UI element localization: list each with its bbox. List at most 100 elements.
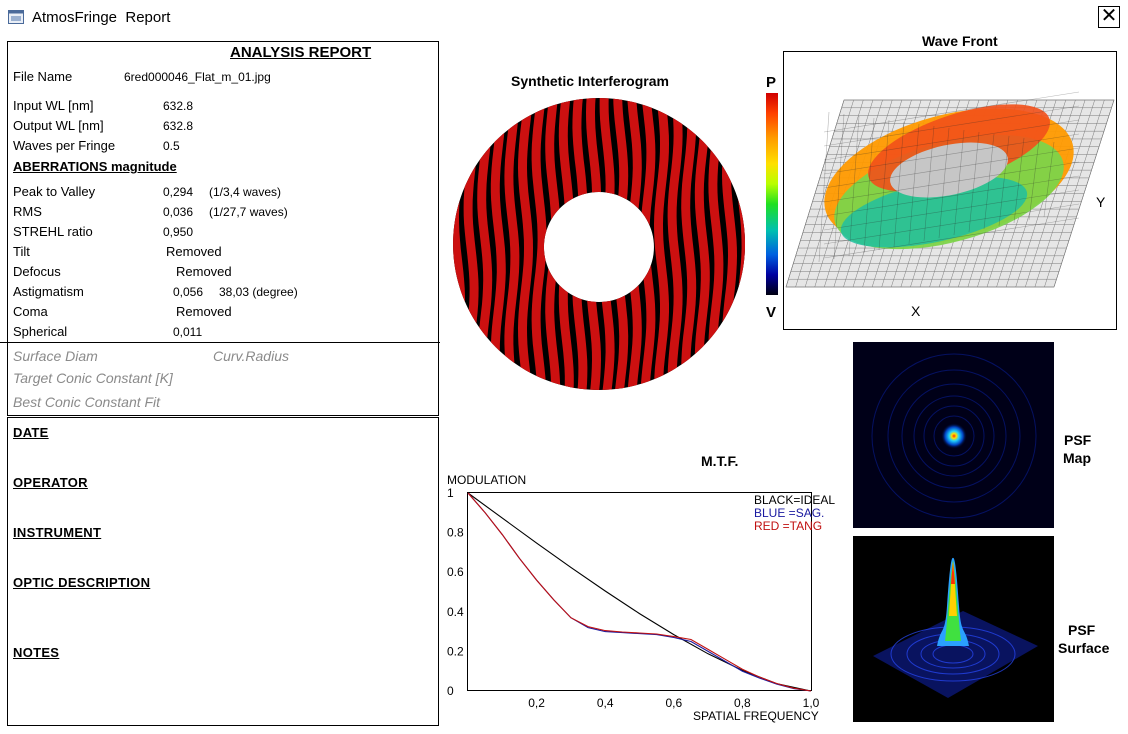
operator-label: OPERATOR: [13, 475, 88, 490]
interferogram-fringe: [667, 98, 683, 391]
astigmatism-label: Astigmatism: [13, 284, 84, 299]
strehl-label: STREHL ratio: [13, 224, 93, 239]
report-title: ANALYSIS REPORT: [230, 44, 372, 61]
wavefront-mesh-line: [998, 135, 1010, 227]
wavefront-mesh-line: [823, 203, 1080, 245]
peak-to-valley-waves: (1/3,4 waves): [209, 185, 282, 199]
interferogram-fringe: [694, 98, 710, 391]
strehl-value: 0,950: [163, 225, 194, 239]
notes-label: NOTES: [13, 645, 60, 660]
spherical-value: 0,011: [173, 325, 203, 339]
interferogram-fringe: [490, 98, 506, 391]
mtf-xtick-label: 0,6: [665, 696, 682, 710]
interferogram-fringe: [518, 98, 533, 391]
waves-per-fringe-value: 0.5: [163, 139, 180, 153]
report-divider: [0, 342, 440, 343]
psf-map-image: [853, 342, 1054, 528]
interferogram-fringe: [681, 98, 697, 391]
wavefront-mesh-line: [823, 147, 1080, 189]
wavefront-mesh-line: [1013, 137, 1025, 224]
file-name-label: File Name: [13, 69, 73, 84]
close-button[interactable]: ✕: [1098, 6, 1120, 28]
interferogram-image: [453, 98, 745, 391]
target-conic-label: Target Conic Constant [K]: [13, 370, 173, 386]
wavefront-grid-line: [1025, 99, 1086, 288]
mtf-ytick-label: 0.2: [447, 644, 464, 658]
wavefront-mesh-line: [878, 119, 890, 251]
mtf-title: M.T.F.: [701, 453, 739, 469]
mtf-plot-frame: [467, 492, 812, 691]
wavefront-mesh-line: [823, 217, 1080, 259]
mtf-ytick-label: 0.4: [447, 605, 464, 619]
mtf-chart: 1 0.8 0.6 0.4 0.2 0 0,2 0,4 0,6 0,8 1,0 BLACK=IDE…: [447, 486, 835, 710]
wavefront-mesh-line: [823, 189, 1080, 231]
wavefront-grid-line: [795, 99, 854, 288]
mtf-ylabel: MODULATION: [447, 473, 527, 487]
wavefront-mesh-line: [823, 105, 1080, 147]
wavefront-mesh-line: [983, 133, 995, 230]
psf-map-label-2: Map: [1063, 450, 1091, 466]
app-icon: [8, 10, 24, 24]
defocus-label: Defocus: [13, 264, 61, 279]
mtf-legend-entry: RED =TANG: [754, 519, 822, 533]
mtf-xtick-label: 1,0: [803, 696, 820, 710]
wavefront-mesh-line: [908, 123, 920, 245]
wavefront-mesh-line: [823, 119, 1080, 161]
date-label: DATE: [13, 425, 49, 440]
output-wl-label: Output WL [nm]: [13, 118, 104, 133]
psf-map-label-1: PSF: [1064, 432, 1092, 448]
analysis-report-panel: ANALYSIS REPORT File Name 6red000046_Fla…: [0, 41, 440, 416]
wavefront-axis-x: X: [911, 303, 921, 319]
psf-surface-image: [853, 536, 1054, 722]
rms-label: RMS: [13, 204, 42, 219]
wavefront-colorbar: [766, 93, 778, 295]
wavefront-mesh-line: [953, 129, 965, 236]
wavefront-mesh-line: [823, 133, 1080, 175]
wavefront-grid-line: [1053, 99, 1115, 288]
optic-description-label: OPTIC DESCRIPTION: [13, 575, 151, 590]
aberrations-header: ABERRATIONS magnitude: [13, 159, 177, 174]
mtf-xtick-label: 0,2: [528, 696, 545, 710]
wavefront-mesh-line: [1028, 139, 1040, 221]
wavefront-mesh-line: [823, 91, 1080, 133]
surface-diam-label: Surface Diam: [13, 348, 98, 364]
mtf-legend-entry: BLUE =SAG.: [754, 506, 824, 520]
report-client-area: ANALYSIS REPORT File Name 6red000046_Fla…: [0, 33, 1128, 734]
wavefront-mesh-line: [848, 115, 860, 257]
wavefront-scale-bottom: V: [766, 304, 777, 321]
wavefront-mesh-line: [823, 161, 1080, 203]
wavefront-title: Wave Front: [922, 33, 998, 49]
wavefront-grid-line: [1044, 99, 1105, 288]
interferogram-title: Synthetic Interferogram: [511, 73, 669, 89]
mtf-series-line: [467, 492, 812, 692]
wavefront-mesh-line: [968, 131, 980, 233]
input-wl-label: Input WL [nm]: [13, 98, 94, 113]
mtf-ytick-label: 0: [447, 684, 454, 698]
coma-value: Removed: [176, 304, 232, 319]
wavefront-scale-top: P: [766, 74, 777, 91]
mtf-ytick-label: 0.8: [447, 526, 464, 540]
best-conic-label: Best Conic Constant Fit: [13, 394, 161, 410]
notes-panel: DATE OPERATOR INSTRUMENT OPTIC DESCRIPTI…: [7, 417, 439, 726]
mtf-legend-entry: BLACK=IDEAL: [754, 493, 835, 507]
mtf-xlabel: SPATIAL FREQUENCY: [693, 709, 819, 723]
wavefront-mesh-line: [1043, 141, 1055, 218]
wavefront-grid-line: [1034, 99, 1095, 288]
waves-per-fringe-label: Waves per Fringe: [13, 138, 116, 153]
mtf-xtick-label: 0,4: [597, 696, 614, 710]
wavefront-grid-line: [785, 99, 845, 288]
curv-radius-label: Curv.Radius: [213, 348, 289, 364]
wavefront-mesh-line: [823, 175, 1080, 217]
spherical-label: Spherical: [13, 324, 68, 339]
output-wl-value: 632.8: [163, 119, 194, 133]
window-title: AtmosFringe Report: [32, 9, 171, 26]
tilt-value: Removed: [166, 244, 222, 259]
astigmatism-value: 0,056: [173, 285, 204, 299]
interferogram-fringe: [708, 98, 724, 391]
astigmatism-angle: 38,03 (degree): [219, 285, 298, 299]
wavefront-plot: Y X: [783, 51, 1117, 330]
mtf-ytick-label: 0.6: [447, 565, 464, 579]
peak-to-valley-label: Peak to Valley: [13, 184, 96, 199]
wavefront-mesh-line: [893, 121, 905, 248]
mtf-ytick-label: 1: [447, 486, 454, 500]
